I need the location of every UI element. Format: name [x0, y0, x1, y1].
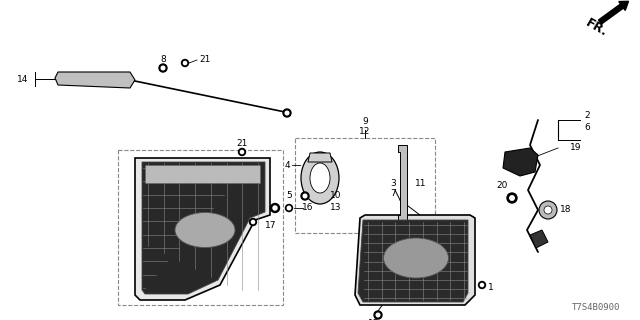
Circle shape — [241, 150, 244, 154]
Text: 12: 12 — [359, 127, 371, 137]
Bar — [118, 150, 283, 305]
Circle shape — [376, 313, 380, 317]
Circle shape — [544, 206, 552, 214]
Circle shape — [287, 206, 291, 210]
Circle shape — [250, 219, 257, 226]
Ellipse shape — [383, 238, 449, 278]
Text: 15: 15 — [368, 318, 380, 320]
Polygon shape — [530, 230, 548, 248]
Polygon shape — [142, 162, 265, 294]
Circle shape — [159, 64, 167, 72]
Polygon shape — [135, 158, 270, 300]
Circle shape — [182, 60, 189, 67]
Ellipse shape — [175, 212, 235, 247]
Polygon shape — [355, 215, 475, 305]
Text: 19: 19 — [570, 143, 582, 153]
Circle shape — [303, 194, 307, 198]
Ellipse shape — [310, 163, 330, 193]
Circle shape — [285, 204, 292, 212]
Text: 14: 14 — [17, 75, 28, 84]
Text: 3: 3 — [390, 179, 396, 188]
Text: 21: 21 — [236, 140, 248, 148]
Text: 17: 17 — [265, 221, 276, 230]
Text: 9: 9 — [362, 117, 368, 126]
Text: 6: 6 — [584, 124, 589, 132]
Circle shape — [285, 111, 289, 115]
Text: FR.: FR. — [583, 17, 609, 39]
Circle shape — [374, 311, 382, 319]
Polygon shape — [308, 153, 332, 162]
Text: 13: 13 — [330, 204, 342, 212]
Polygon shape — [358, 220, 468, 302]
Text: 21: 21 — [199, 55, 211, 65]
Circle shape — [509, 196, 515, 200]
Text: 8: 8 — [160, 55, 166, 65]
Circle shape — [539, 201, 557, 219]
Ellipse shape — [301, 152, 339, 204]
Circle shape — [273, 206, 277, 210]
Polygon shape — [503, 148, 538, 176]
Circle shape — [252, 220, 255, 224]
Circle shape — [479, 282, 486, 289]
Circle shape — [161, 66, 165, 70]
Text: 16: 16 — [302, 204, 314, 212]
Text: 18: 18 — [560, 205, 572, 214]
Circle shape — [283, 109, 291, 117]
Circle shape — [184, 61, 187, 65]
Text: T7S4B0900: T7S4B0900 — [572, 303, 620, 312]
Circle shape — [239, 148, 246, 156]
Text: 20: 20 — [496, 181, 508, 190]
Text: 11: 11 — [415, 180, 426, 188]
Text: 7: 7 — [390, 188, 396, 197]
Text: 1: 1 — [488, 284, 493, 292]
Text: 5: 5 — [286, 191, 292, 201]
Bar — [295, 138, 435, 233]
Text: 4: 4 — [284, 161, 290, 170]
Polygon shape — [145, 165, 260, 183]
Circle shape — [301, 192, 309, 200]
Text: 2: 2 — [584, 111, 589, 121]
Circle shape — [507, 193, 517, 203]
FancyArrow shape — [598, 1, 628, 24]
Text: 10: 10 — [330, 191, 342, 201]
Circle shape — [271, 204, 280, 212]
Polygon shape — [398, 145, 407, 222]
Polygon shape — [55, 72, 135, 88]
Circle shape — [481, 284, 484, 287]
